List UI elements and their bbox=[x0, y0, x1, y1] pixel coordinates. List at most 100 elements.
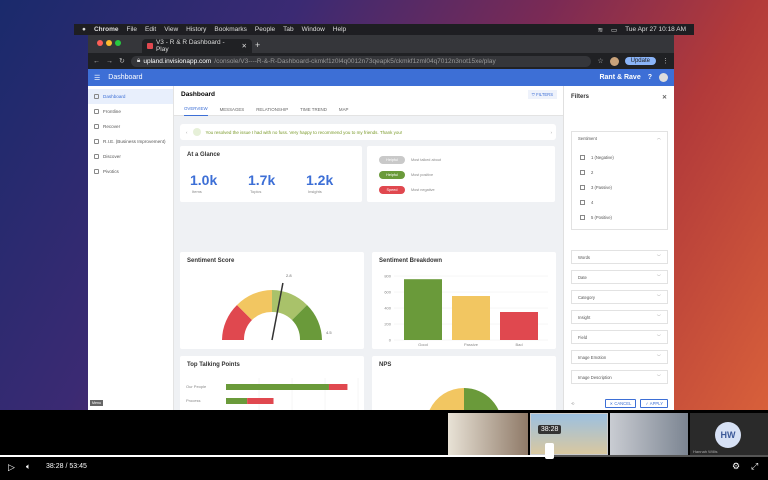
profile-avatar[interactable] bbox=[609, 56, 619, 66]
back-icon[interactable]: ← bbox=[93, 57, 100, 65]
participant-strip: HW Hannah Willis bbox=[448, 411, 768, 455]
checkbox[interactable] bbox=[580, 185, 585, 190]
pie-slice[interactable] bbox=[426, 388, 464, 410]
reload-icon[interactable]: ↻ bbox=[119, 58, 125, 65]
checkbox[interactable] bbox=[580, 170, 585, 175]
close-filters-icon[interactable]: ✕ bbox=[661, 95, 667, 101]
sidebar-item-rie[interactable]: R.I.E. (Business Improvement) bbox=[88, 134, 173, 149]
bar-segment-positive[interactable] bbox=[226, 398, 248, 404]
gauge-max-label: 4.5 bbox=[326, 330, 332, 335]
minimize-window-icon[interactable] bbox=[106, 40, 112, 46]
maximize-window-icon[interactable] bbox=[115, 40, 121, 46]
close-tab-icon[interactable]: ✕ bbox=[241, 43, 247, 50]
sidebar-item-recover[interactable]: Recover bbox=[88, 119, 173, 134]
more-icon[interactable]: ⋮ bbox=[662, 58, 669, 65]
bar-passive[interactable] bbox=[452, 296, 490, 340]
tab-map[interactable]: MAP bbox=[338, 106, 349, 112]
video-controls: ▷ 🔈︎ 38:28 / 53:45 ⚙ ⤢ bbox=[0, 455, 768, 480]
tab-relationship[interactable]: RELATIONSHIP bbox=[256, 106, 289, 112]
bar-segment-positive[interactable] bbox=[226, 384, 329, 390]
bar-bad[interactable] bbox=[500, 312, 538, 340]
sentiment-option-2[interactable]: 2 bbox=[572, 165, 667, 180]
menu-tab[interactable]: Tab bbox=[283, 26, 294, 33]
sidebar-footer-badge: Menu bbox=[90, 400, 103, 406]
tab-time-trend[interactable]: TIME TREND bbox=[300, 106, 327, 112]
apple-icon[interactable]: ● bbox=[82, 26, 86, 33]
play-icon[interactable]: ▷ bbox=[8, 462, 15, 472]
sentiment-option-4[interactable]: 4 bbox=[572, 195, 667, 210]
apply-button[interactable]: ✓ APPLY bbox=[640, 398, 668, 408]
checkbox[interactable] bbox=[580, 200, 585, 205]
volume-icon[interactable]: 🔈︎ bbox=[26, 462, 31, 471]
user-avatar[interactable] bbox=[659, 73, 668, 82]
sidebar-item-label: Dashboard bbox=[103, 94, 126, 99]
sentiment-option-3[interactable]: 3 (Passive) bbox=[572, 180, 667, 195]
close-window-icon[interactable] bbox=[97, 40, 103, 46]
cancel-button[interactable]: ✕ CANCEL bbox=[604, 398, 637, 408]
fullscreen-icon[interactable]: ⤢ bbox=[751, 461, 759, 471]
sidebar-item-frontline[interactable]: Frontline bbox=[88, 104, 173, 119]
wifi-icon[interactable]: ≋ bbox=[597, 26, 604, 34]
sidebar-item-pivotics[interactable]: Pivotics bbox=[88, 164, 173, 179]
bar-segment-negative[interactable] bbox=[247, 398, 274, 404]
date-filter[interactable]: Date ﹀ bbox=[571, 270, 668, 284]
menu-help[interactable]: Help bbox=[332, 26, 347, 33]
reset-icon[interactable]: ⟲ bbox=[571, 400, 575, 406]
tab-messages[interactable]: MESSAGES bbox=[219, 106, 245, 112]
filter-actions: ⟲ ✕ CANCEL ✓ APPLY bbox=[571, 398, 668, 408]
chevron-left-icon[interactable]: ‹ bbox=[186, 129, 188, 135]
sentiment-option-1[interactable]: 1 (Negative) bbox=[572, 150, 667, 165]
image-emotion-filter[interactable]: Image Emotion ﹀ bbox=[571, 350, 668, 364]
update-button[interactable]: Update bbox=[624, 57, 656, 65]
menu-app-name[interactable]: Chrome bbox=[93, 26, 119, 33]
menu-edit[interactable]: Edit bbox=[144, 26, 157, 33]
menu-bookmarks[interactable]: Bookmarks bbox=[214, 26, 247, 33]
quote-icon bbox=[192, 128, 201, 136]
sidebar-item-discover[interactable]: Discover bbox=[88, 149, 173, 164]
star-icon[interactable]: ☆ bbox=[597, 58, 604, 65]
category-label: Our People bbox=[186, 384, 207, 389]
stat-topics-label: Topics bbox=[250, 189, 262, 194]
menu-history[interactable]: History bbox=[186, 26, 207, 33]
hamburger-icon[interactable]: ☰ bbox=[94, 74, 101, 82]
bar-good[interactable] bbox=[404, 279, 442, 340]
image-description-filter[interactable]: Image Description ﹀ bbox=[571, 370, 668, 384]
participant-tile-initials[interactable]: HW Hannah Willis bbox=[690, 413, 768, 455]
filters-button[interactable]: ⛉ FILTERS bbox=[527, 89, 557, 99]
checkbox[interactable] bbox=[580, 155, 585, 160]
menu-window[interactable]: Window bbox=[301, 26, 325, 33]
url-path: /console/V3----R-&-R-Dashboard-ckmkf1z0l… bbox=[214, 57, 496, 65]
participant-video-2[interactable] bbox=[530, 413, 608, 455]
category-filter[interactable]: Category ﹀ bbox=[571, 290, 668, 304]
y-tick-label: 0 bbox=[389, 338, 392, 343]
sentiment-filter-header[interactable]: Sentiment ︿ bbox=[572, 132, 667, 144]
words-filter[interactable]: Words ﹀ bbox=[571, 250, 668, 264]
insight-filter[interactable]: Insight ﹀ bbox=[571, 310, 668, 324]
field-filter[interactable]: Field ﹀ bbox=[571, 330, 668, 344]
new-tab-icon[interactable]: + bbox=[255, 40, 261, 50]
pie-slice[interactable] bbox=[459, 388, 502, 410]
sidebar-item-dashboard[interactable]: Dashboard bbox=[88, 89, 173, 104]
settings-icon[interactable]: ⚙ bbox=[732, 461, 741, 471]
gauge-needle bbox=[271, 282, 284, 341]
bar-segment-negative[interactable] bbox=[328, 384, 348, 390]
sentiment-option-5[interactable]: 5 (Positive) bbox=[572, 210, 667, 225]
checkbox[interactable] bbox=[580, 215, 585, 220]
url-bar[interactable]: 🔒︎ upland.invisionapp.com/console/V3----… bbox=[130, 55, 592, 67]
menu-file[interactable]: File bbox=[126, 26, 137, 33]
forward-icon[interactable]: → bbox=[106, 57, 113, 65]
participant-video-1[interactable] bbox=[448, 413, 528, 455]
chevron-right-icon[interactable]: › bbox=[550, 129, 553, 135]
menubar-clock[interactable]: Tue Apr 27 10:18 AM bbox=[625, 25, 686, 33]
video-scrubber-handle[interactable] bbox=[545, 443, 555, 459]
browser-tab[interactable]: V3 - R & R Dashboard - Play ✕ bbox=[142, 39, 252, 53]
battery-icon[interactable]: ▭ bbox=[611, 26, 618, 34]
filter-icon: ⛉ bbox=[531, 91, 537, 97]
menu-people[interactable]: People bbox=[254, 26, 276, 33]
tab-overview[interactable]: OVERVIEW bbox=[184, 102, 208, 116]
help-icon[interactable]: ? bbox=[647, 74, 652, 81]
participant-video-3[interactable] bbox=[610, 413, 688, 455]
menu-view[interactable]: View bbox=[164, 26, 179, 33]
pivotics-icon bbox=[94, 169, 99, 174]
